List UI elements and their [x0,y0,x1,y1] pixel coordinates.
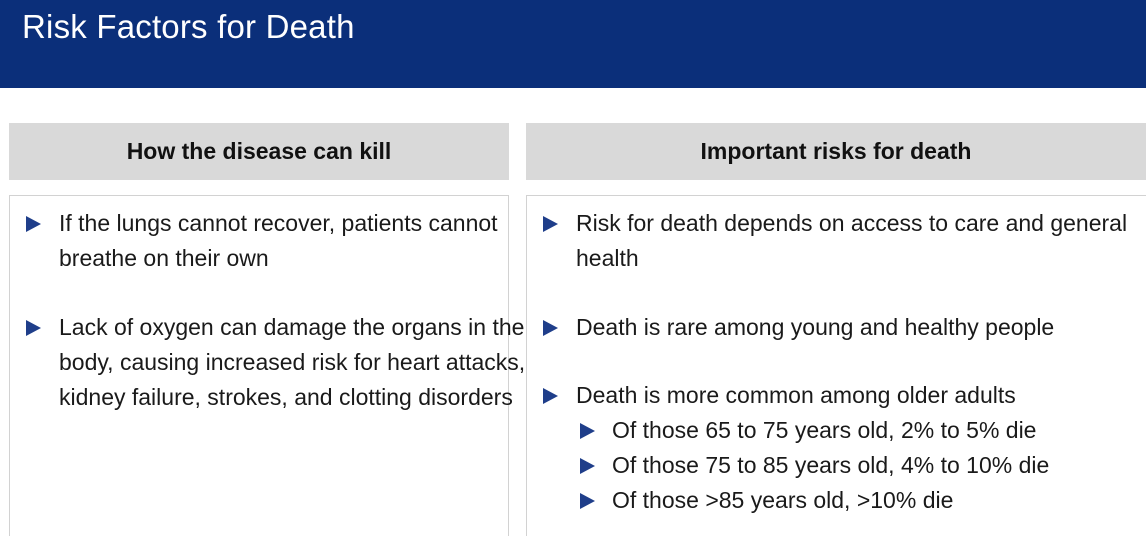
left-bullet-2: Lack of oxygen can damage the organs in … [10,310,529,415]
left-column-body: If the lungs cannot recover, patients ca… [9,195,525,536]
triangle-right-icon [543,216,558,232]
right-bullet-1: Risk for death depends on access to care… [527,206,1136,276]
right-column-body: Risk for death depends on access to care… [526,195,1146,536]
right-bullet-3: Death is more common among older adults … [527,378,1146,518]
triangle-right-icon [580,423,595,439]
right-column-header-text: Important risks for death [700,138,972,164]
right-sub-bullet-3: Of those >85 years old, >10% die [576,483,1146,518]
right-column-header: Important risks for death [526,123,1146,180]
left-column-header: How the disease can kill [9,123,509,180]
right-sub-bullet-list: Of those 65 to 75 years old, 2% to 5% di… [576,413,1146,518]
right-sub-bullet-1: Of those 65 to 75 years old, 2% to 5% di… [576,413,1146,448]
left-bullet-2-text: Lack of oxygen can damage the organs in … [59,314,526,410]
left-bullet-1-text: If the lungs cannot recover, patients ca… [59,210,498,271]
triangle-right-icon [543,320,558,336]
triangle-right-icon [580,493,595,509]
triangle-right-icon [543,388,558,404]
right-bullet-1-text: Risk for death depends on access to care… [576,210,1128,271]
triangle-right-icon [580,458,595,474]
right-sub-bullet-1-text: Of those 65 to 75 years old, 2% to 5% di… [612,417,1037,443]
right-sub-bullet-3-text: Of those >85 years old, >10% die [612,487,954,513]
triangle-right-icon [26,216,41,232]
title-bar: Risk Factors for Death [0,0,1146,88]
left-column-header-text: How the disease can kill [126,138,392,164]
triangle-right-icon [26,320,41,336]
right-sub-bullet-2-text: Of those 75 to 85 years old, 4% to 10% d… [612,452,1050,478]
left-bullet-1: If the lungs cannot recover, patients ca… [10,206,549,276]
right-bullet-3-text: Death is more common among older adults [576,382,1016,408]
slide-title: Risk Factors for Death [22,8,355,45]
right-sub-bullet-2: Of those 75 to 85 years old, 4% to 10% d… [576,448,1146,483]
right-bullet-2-text: Death is rare among young and healthy pe… [576,314,1055,340]
right-bullet-2: Death is rare among young and healthy pe… [527,310,1146,345]
